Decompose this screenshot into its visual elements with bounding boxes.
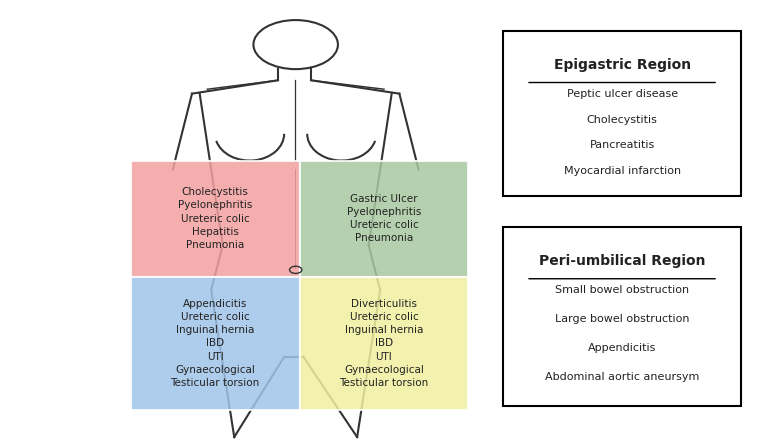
FancyBboxPatch shape (300, 277, 468, 410)
Text: Myocardial infarction: Myocardial infarction (564, 166, 680, 176)
Text: Small bowel obstruction: Small bowel obstruction (555, 285, 689, 295)
FancyBboxPatch shape (131, 161, 300, 277)
Text: Diverticulitis
Ureteric colic
Inguinal hernia
IBD
UTI
Gynaecological
Testicular : Diverticulitis Ureteric colic Inguinal h… (339, 299, 429, 388)
Text: Epigastric Region: Epigastric Region (554, 58, 690, 72)
Text: Large bowel obstruction: Large bowel obstruction (554, 314, 690, 324)
Text: Peri-umbilical Region: Peri-umbilical Region (539, 254, 705, 268)
Text: Peptic ulcer disease: Peptic ulcer disease (567, 89, 677, 99)
Text: Abdominal aortic aneursym: Abdominal aortic aneursym (545, 372, 700, 382)
FancyBboxPatch shape (300, 161, 468, 277)
Text: Appendicitis: Appendicitis (588, 343, 657, 353)
Text: Gastric Ulcer
Pyelonephritis
Ureteric colic
Pneumonia: Gastric Ulcer Pyelonephritis Ureteric co… (347, 194, 421, 244)
FancyBboxPatch shape (503, 227, 741, 406)
Text: Cholecystitis
Pyelonephritis
Ureteric colic
Hepatitis
Pneumonia: Cholecystitis Pyelonephritis Ureteric co… (178, 187, 252, 250)
FancyBboxPatch shape (503, 31, 741, 196)
Text: Appendicitis
Ureteric colic
Inguinal hernia
IBD
UTI
Gynaecological
Testicular to: Appendicitis Ureteric colic Inguinal her… (170, 299, 260, 388)
FancyBboxPatch shape (131, 277, 300, 410)
Text: Pancreatitis: Pancreatitis (590, 140, 654, 150)
Text: Cholecystitis: Cholecystitis (587, 115, 657, 125)
